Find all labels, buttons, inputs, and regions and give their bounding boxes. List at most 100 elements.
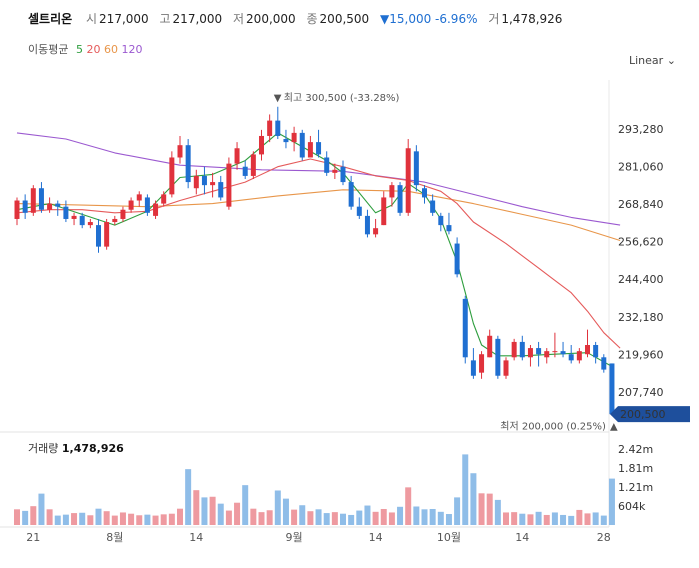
candle	[340, 160, 346, 186]
candle	[210, 172, 216, 198]
volume-bar	[217, 503, 224, 525]
candle	[430, 194, 436, 216]
quote-header: 셀트리온 시 217,000 고 217,000 저 200,000 종 200,500…	[28, 10, 569, 27]
volume-bar	[437, 511, 444, 525]
volume-title-label: 거래량	[28, 442, 59, 455]
candle-body	[112, 218, 118, 223]
candle	[438, 212, 444, 232]
candle-body	[340, 166, 346, 183]
volume-bar	[282, 498, 289, 525]
ma-20-legend[interactable]: 20	[86, 43, 101, 56]
price-tick-label: 232,180	[618, 311, 664, 324]
volume-bar	[87, 515, 94, 525]
open-label: 시	[86, 12, 98, 26]
chevron-down-icon: ⌄	[666, 54, 676, 67]
volume-bar	[584, 513, 591, 525]
volume-bar	[266, 510, 273, 525]
low-value: 200,000	[246, 12, 296, 26]
volume-bar	[356, 510, 363, 525]
volume-bar	[486, 493, 493, 525]
max-annotation: 최고 300,500 (-33.28%)	[284, 92, 400, 104]
volume-bar	[30, 506, 37, 525]
volume-bar	[242, 485, 249, 525]
candle	[316, 129, 322, 158]
min-annotation: 최저 200,000 (0.25%)	[500, 421, 606, 433]
moving-average-legend: 이동평균 5 20 60 120	[28, 41, 142, 57]
candle	[381, 191, 387, 226]
candle-body	[503, 360, 509, 376]
open-value: 217,000	[99, 12, 149, 26]
candle	[356, 197, 362, 219]
ma-5-legend[interactable]: 5	[75, 43, 83, 56]
volume-bar	[152, 515, 159, 525]
candle-body	[250, 154, 256, 176]
candle-body	[307, 142, 313, 158]
candle-body	[177, 145, 183, 158]
scale-label: Linear	[629, 54, 664, 67]
current-price-label: 200,500	[620, 408, 666, 421]
candle-body	[63, 206, 69, 219]
volume-bar	[600, 515, 607, 525]
candle	[226, 157, 232, 210]
volume-bar	[503, 512, 509, 525]
ma-60-legend[interactable]: 60	[103, 43, 118, 56]
close-label: 종	[306, 12, 318, 26]
volume-bar	[331, 512, 338, 525]
volume-bar	[413, 506, 420, 525]
price-tick-label: 281,060	[618, 161, 664, 174]
candle-body	[576, 351, 582, 361]
candle-body	[389, 185, 395, 198]
candle	[397, 182, 403, 216]
volume-tick-label: 1.21m	[618, 481, 653, 494]
candle	[560, 341, 566, 358]
ma20-line	[16, 158, 621, 349]
volume-bar	[250, 508, 257, 525]
ma-legend-label: 이동평균	[28, 43, 69, 56]
volume-title-value: 1,478,926	[61, 442, 124, 455]
ma-120-legend[interactable]: 120	[121, 43, 143, 56]
candle	[364, 209, 370, 238]
candle-body	[120, 209, 126, 219]
candle	[104, 218, 110, 250]
candle	[373, 218, 379, 238]
volume-bar	[592, 512, 599, 525]
candle-body	[430, 200, 436, 213]
candle	[585, 329, 590, 358]
candle-body	[568, 354, 574, 361]
volume-bar	[209, 496, 216, 525]
stock-name: 셀트리온	[28, 12, 73, 26]
candle-body	[462, 298, 468, 358]
candle-body	[299, 132, 305, 158]
candle-body	[487, 335, 493, 358]
volume-bar	[397, 506, 404, 525]
price-tick-label: 244,400	[618, 273, 664, 286]
volume-bar	[494, 499, 501, 525]
candle	[153, 200, 159, 219]
candle-body	[544, 351, 550, 358]
volume-bar	[103, 511, 110, 525]
candle-body	[30, 188, 36, 213]
high-label: 고	[159, 12, 171, 26]
volume-bar	[608, 478, 615, 525]
candle-body	[169, 157, 175, 195]
candle	[552, 332, 558, 358]
volume-bar	[576, 509, 583, 525]
volume-bar	[478, 493, 485, 525]
candle-body	[536, 348, 542, 355]
max-marker-icon: ▼	[274, 93, 282, 104]
candle-body	[275, 120, 281, 136]
volume-bar	[79, 512, 86, 525]
volume-bar	[111, 515, 118, 525]
volume-bar	[299, 505, 306, 525]
volume-bar	[551, 512, 558, 525]
candle	[527, 345, 533, 367]
candle	[601, 354, 607, 373]
volume-bar	[519, 513, 526, 525]
candle	[422, 185, 427, 204]
volume-tick-label: 1.81m	[618, 462, 653, 475]
scale-toggle[interactable]: Linear ⌄	[629, 54, 676, 67]
volume-bar	[201, 497, 208, 525]
volume-tick-label: 604k	[618, 500, 646, 513]
candle	[177, 135, 183, 164]
